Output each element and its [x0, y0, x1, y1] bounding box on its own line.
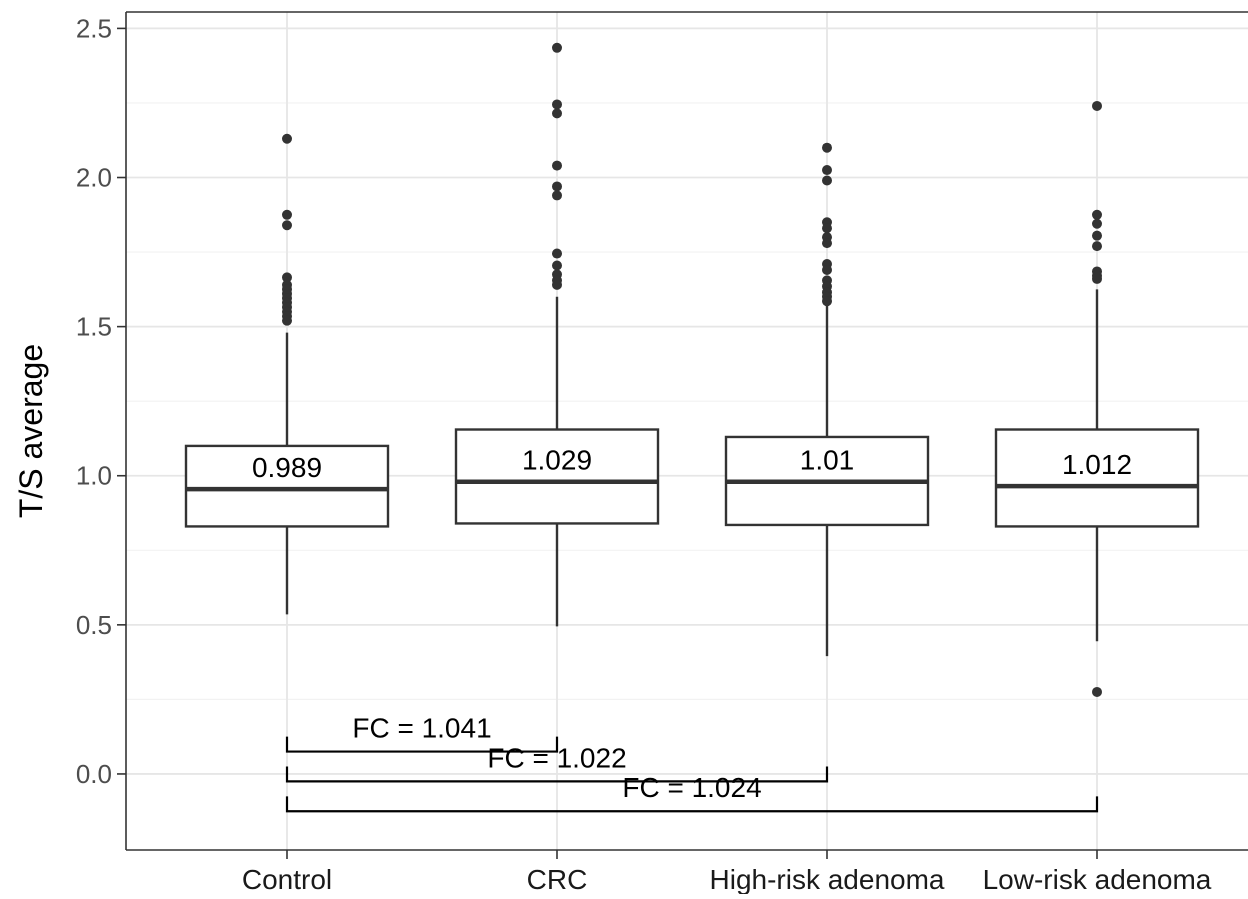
- outlier-point: [1092, 686, 1102, 697]
- box-iqr: [454, 428, 660, 525]
- outlier-point: [282, 315, 292, 326]
- outlier-point: [822, 264, 832, 275]
- outlier-point: [552, 99, 562, 110]
- x-tick-label: Low-risk adenoma: [983, 864, 1212, 894]
- y-tick-label: 1.0: [76, 461, 112, 491]
- outlier-point: [552, 190, 562, 201]
- boxes-layer: 0.989 1.029 1.01 1.012: [184, 42, 1200, 697]
- y-tick-label: 0.0: [76, 759, 112, 789]
- outlier-point: [282, 133, 292, 144]
- median-value-label: 1.012: [1062, 449, 1132, 480]
- box-group: 1.01: [724, 142, 930, 657]
- outlier-point: [822, 238, 832, 249]
- bracket-line: [285, 736, 559, 753]
- minor-gridlines: [126, 102, 1248, 700]
- outlier-point: [282, 209, 292, 220]
- outlier-point: [552, 248, 562, 259]
- outlier-point: [282, 220, 292, 231]
- fold-change-label: FC = 1.022: [487, 742, 626, 773]
- comparison-bracket: FC = 1.041: [285, 713, 559, 753]
- outlier-point: [552, 108, 562, 119]
- outlier-point: [1092, 241, 1102, 252]
- y-axis: 0.0 0.5 1.0 1.5 2.0 2.5: [76, 13, 126, 789]
- outlier-point: [1092, 230, 1102, 241]
- outlier-point: [1092, 273, 1102, 284]
- x-tick-label: CRC: [527, 864, 588, 894]
- y-tick-label: 2.5: [76, 13, 112, 43]
- bracket-line: [285, 766, 829, 783]
- y-tick-label: 0.5: [76, 610, 112, 640]
- box-group: 1.029: [454, 42, 660, 627]
- outlier-point: [1092, 218, 1102, 229]
- outlier-point: [822, 223, 832, 234]
- box-group: 1.012: [994, 100, 1200, 697]
- outlier-point: [1092, 209, 1102, 220]
- median-value-label: 0.989: [252, 452, 322, 483]
- box-group: 0.989: [184, 133, 390, 615]
- median-value-label: 1.01: [800, 445, 855, 476]
- outlier-point: [822, 296, 832, 307]
- outlier-point: [822, 142, 832, 153]
- x-axis: Control CRC High-risk adenoma Low-risk aden…: [242, 850, 1212, 895]
- box-iqr: [184, 444, 390, 528]
- outlier-point: [282, 272, 292, 283]
- outlier-point: [822, 165, 832, 176]
- outlier-point: [552, 160, 562, 171]
- median-value-label: 1.029: [522, 445, 592, 476]
- y-tick-label: 2.0: [76, 163, 112, 193]
- x-tick-label: High-risk adenoma: [710, 864, 945, 894]
- comparison-bracket: FC = 1.024: [285, 772, 1099, 813]
- y-tick-label: 1.5: [76, 312, 112, 342]
- fold-change-label: FC = 1.024: [622, 772, 761, 803]
- bracket-line: [285, 796, 1099, 813]
- y-axis-title: T/S average: [13, 344, 49, 518]
- outlier-point: [1092, 100, 1102, 111]
- outlier-point: [822, 175, 832, 186]
- outlier-point: [552, 181, 562, 192]
- comparison-bracket: FC = 1.022: [285, 742, 829, 783]
- box-iqr: [994, 428, 1200, 528]
- outlier-point: [552, 279, 562, 290]
- outlier-point: [552, 260, 562, 271]
- x-tick-label: Control: [242, 864, 332, 894]
- fold-change-label: FC = 1.041: [352, 713, 491, 744]
- outlier-point: [552, 42, 562, 53]
